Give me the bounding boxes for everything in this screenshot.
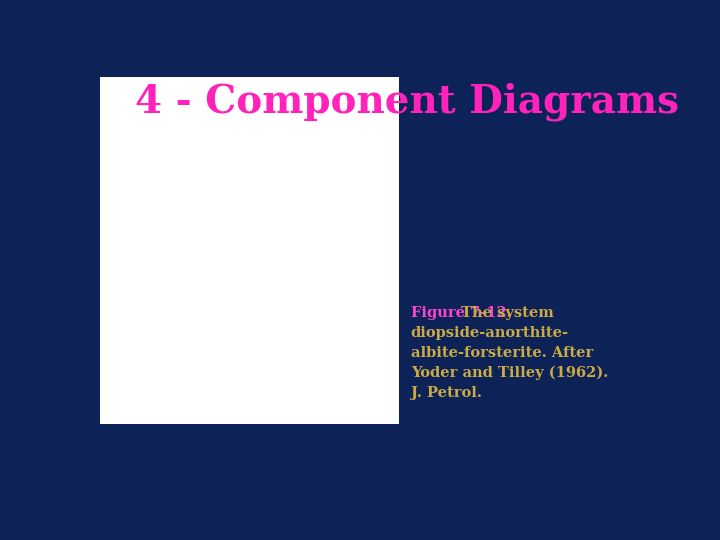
Text: 4 - Component Diagrams: 4 - Component Diagrams	[135, 83, 679, 122]
Text: albite-forsterite. After: albite-forsterite. After	[411, 346, 593, 360]
Text: Yoder and Tilley (1962).: Yoder and Tilley (1962).	[411, 366, 608, 380]
Bar	[100, 77, 399, 424]
Text: J. Petrol.: J. Petrol.	[411, 386, 482, 400]
Text: diopside-anorthite-: diopside-anorthite-	[411, 326, 569, 340]
Text: The system: The system	[456, 306, 554, 320]
Text: Figure 7-12.: Figure 7-12.	[411, 306, 512, 320]
